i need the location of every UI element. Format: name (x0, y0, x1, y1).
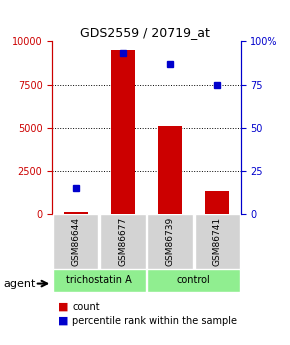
FancyBboxPatch shape (195, 214, 240, 269)
FancyBboxPatch shape (53, 214, 98, 269)
Text: GSM86677: GSM86677 (118, 217, 127, 266)
Text: control: control (177, 275, 211, 285)
FancyBboxPatch shape (147, 214, 193, 269)
FancyBboxPatch shape (147, 269, 240, 292)
Text: GDS2559 / 20719_at: GDS2559 / 20719_at (80, 26, 210, 39)
FancyBboxPatch shape (53, 269, 146, 292)
Bar (111, 50, 135, 214)
Bar (64, 212, 88, 214)
FancyBboxPatch shape (100, 214, 146, 269)
Text: GSM86739: GSM86739 (166, 217, 175, 266)
Text: percentile rank within the sample: percentile rank within the sample (72, 316, 238, 326)
Text: GSM86741: GSM86741 (213, 217, 222, 266)
Text: GSM86644: GSM86644 (71, 217, 80, 266)
Text: count: count (72, 302, 100, 312)
Bar (158, 126, 182, 214)
Text: ■: ■ (58, 302, 68, 312)
Text: ■: ■ (58, 316, 68, 326)
Text: agent: agent (3, 279, 35, 288)
Bar (205, 191, 229, 214)
Text: trichostatin A: trichostatin A (66, 275, 132, 285)
